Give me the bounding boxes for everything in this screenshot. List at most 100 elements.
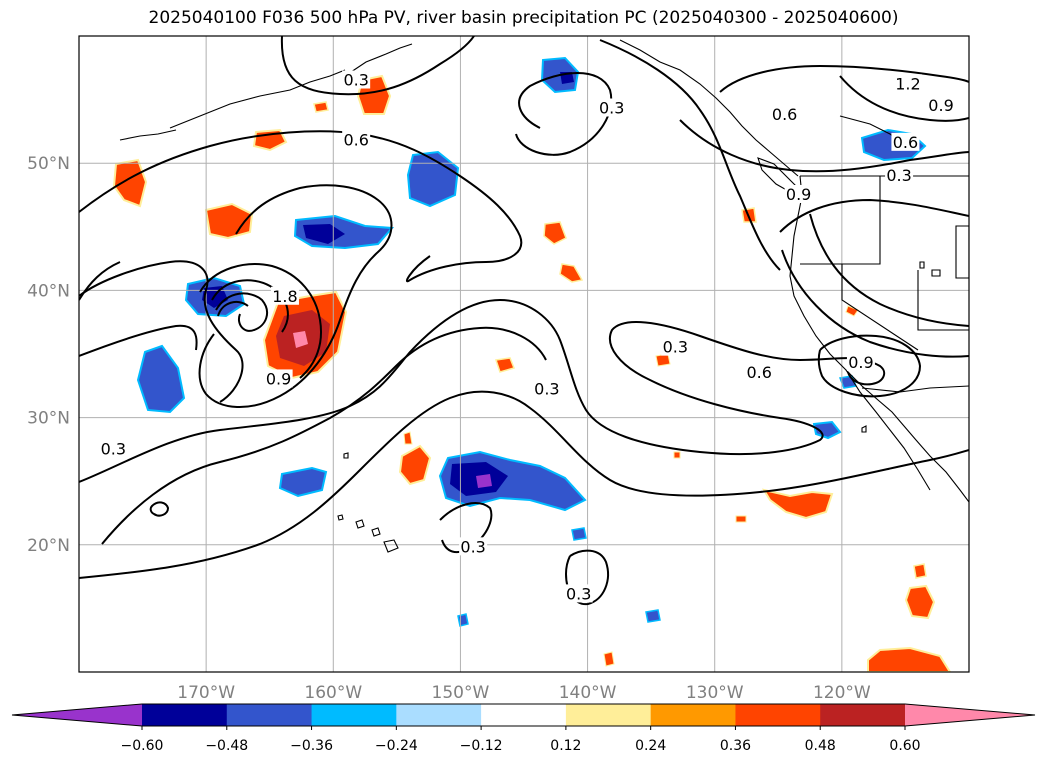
us-mexico-border xyxy=(861,385,969,393)
precip-positive-area xyxy=(398,444,432,486)
contour-label: 0.6 xyxy=(772,105,797,124)
pv-contour xyxy=(809,213,969,327)
contour-label-bg xyxy=(893,74,922,93)
pv-contour xyxy=(211,279,289,333)
pv-contour xyxy=(839,75,969,122)
small-island xyxy=(343,452,349,459)
precip-positive-area xyxy=(603,651,615,667)
pv-contour xyxy=(817,334,922,398)
contour-label: 0.9 xyxy=(266,369,291,388)
map-gridlines xyxy=(79,36,969,672)
contour-label-bg xyxy=(459,537,488,556)
pv-contour xyxy=(199,263,322,379)
colorbar: −0.60 −0.48 −0.36 −0.24 −0.12 0.12 0.24 0.36 0.4… xyxy=(11,703,1036,754)
contour-label: 1.8 xyxy=(272,287,297,306)
contour-label-bg xyxy=(927,95,956,114)
contour-label: 0.3 xyxy=(460,537,485,556)
pv-contour xyxy=(280,36,475,96)
pv-contour xyxy=(719,64,969,93)
pv-contour xyxy=(217,300,249,317)
alaska-coast xyxy=(347,43,413,75)
precip-negative-area xyxy=(136,344,186,414)
pv-contour xyxy=(215,292,269,332)
colorbar-tick-label: −0.60 xyxy=(121,738,164,754)
colorbar-segment xyxy=(565,704,652,726)
colorbar-tick-label: 0.24 xyxy=(635,738,666,754)
pv-contour xyxy=(79,260,244,403)
coastlines xyxy=(119,39,969,553)
hawaii-island xyxy=(383,539,399,553)
state-border xyxy=(917,270,969,331)
colorbar-segment xyxy=(481,704,567,726)
contour-label: 0.3 xyxy=(534,380,559,399)
pv-contours xyxy=(79,36,969,606)
contour-label-bg xyxy=(784,185,813,203)
contour-label-bg xyxy=(532,379,561,398)
precip-positive-area xyxy=(495,357,516,373)
colorbar-tick-label: 0.60 xyxy=(889,738,920,754)
colorbar-segment xyxy=(396,704,482,726)
colorbar-tick-label: −0.12 xyxy=(460,738,503,754)
lon-tick-label: 130°W xyxy=(686,683,744,703)
precip-positive-area xyxy=(867,646,952,672)
precip-negative-area xyxy=(278,466,328,498)
map-background xyxy=(79,36,969,672)
colorbar-segment xyxy=(142,704,228,726)
colorbar-tick-label: 0.12 xyxy=(550,738,581,754)
hawaii-island xyxy=(355,519,365,529)
pv-contour xyxy=(779,198,969,233)
contour-label-bg xyxy=(564,584,593,603)
map-area: 0.3 0.3 0.6 0.6 1.2 0.9 0.6 0.3 0.9 1.8 0.9 0.3 0.3 0… xyxy=(78,35,970,673)
map-title: 2025040100 F036 500 hPa PV, river basin … xyxy=(148,8,899,28)
pv-contour xyxy=(79,390,969,579)
pacific-northwest-coast xyxy=(789,175,969,503)
precip-positive-area xyxy=(293,331,308,348)
contour-label-bg xyxy=(770,104,799,123)
contour-labels: 0.3 0.3 0.6 0.6 1.2 0.9 0.6 0.3 0.9 1.8 0.9 0.3 0.3 0… xyxy=(99,70,956,603)
precip-negative-area xyxy=(303,224,345,244)
precip-negative-area xyxy=(457,613,469,627)
small-island xyxy=(931,269,941,277)
contour-label-bg xyxy=(342,70,371,89)
pv-contour xyxy=(439,502,493,554)
colorbar-segment xyxy=(311,704,397,726)
lon-tick-label: 140°W xyxy=(559,683,617,703)
contour-label: 0.9 xyxy=(848,353,873,372)
alaska-aleutians xyxy=(119,129,177,141)
pv-contour xyxy=(515,72,613,156)
lat-tick-label: 30°N xyxy=(27,409,70,429)
lon-tick-label: 120°W xyxy=(813,683,871,703)
contour-label-bg xyxy=(891,132,920,151)
contour-label-bg xyxy=(661,337,690,356)
precip-positive-area xyxy=(735,515,747,523)
pv-contour xyxy=(781,249,969,358)
precip-negative-area xyxy=(645,609,661,623)
pv-contour xyxy=(79,324,198,357)
precip-positive-area xyxy=(403,431,413,445)
contour-label: 1.2 xyxy=(895,74,920,93)
precip-positive-area xyxy=(313,101,329,113)
precip-positive-area xyxy=(543,221,567,245)
state-border xyxy=(800,176,881,265)
colorbar-segment xyxy=(735,704,821,726)
contour-label: 0.6 xyxy=(343,130,368,149)
lat-tick-label: 50°N xyxy=(27,154,70,174)
contour-label: 0.9 xyxy=(786,185,811,204)
small-island xyxy=(861,425,867,433)
lat-tick-labels: 20°N 30°N 40°N 50°N xyxy=(27,154,70,556)
colorbar-tick-label: 0.48 xyxy=(805,738,836,754)
hawaii-island xyxy=(337,514,344,521)
contour-label-bg xyxy=(342,130,371,149)
contour-label: 0.3 xyxy=(343,71,368,90)
contour-label: 0.6 xyxy=(893,133,918,152)
contour-label-bg xyxy=(885,165,914,184)
gulf-of-alaska-coast xyxy=(619,39,799,177)
lon-tick-label: 170°W xyxy=(177,683,235,703)
contour-label-bg xyxy=(264,369,293,388)
contour-label-bg xyxy=(846,352,875,371)
lon-tick-label: 150°W xyxy=(432,683,490,703)
colorbar-segment xyxy=(226,704,313,726)
contour-label: 0.3 xyxy=(886,166,911,185)
state-border xyxy=(955,225,969,279)
